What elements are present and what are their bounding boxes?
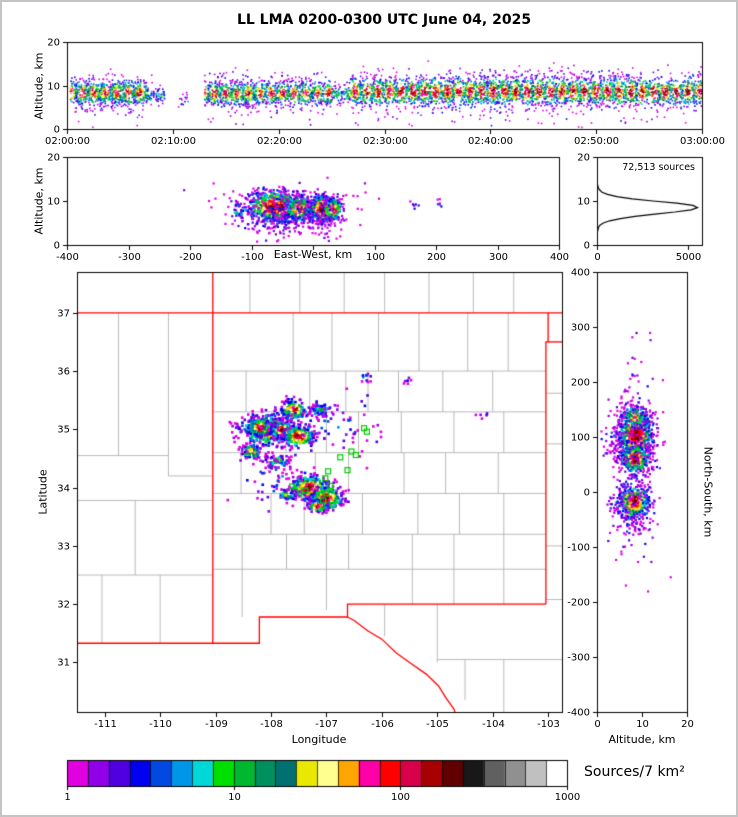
y-tick-label: 20 [47, 152, 60, 163]
x-tick-label: -100 [241, 252, 264, 263]
x-tick-label: 100 [365, 252, 386, 263]
y-tick-label: 10 [47, 81, 60, 92]
x-tick-label: -109 [205, 719, 228, 730]
x-tick-label: 02:20:00 [257, 136, 302, 147]
ew-panel-ylabel: Altitude, km [32, 167, 46, 235]
y-tick-label: 0 [583, 487, 590, 498]
y-tick-label: 37 [57, 308, 70, 319]
x-tick-label: -105 [426, 719, 449, 730]
y-tick-label: 10 [577, 196, 590, 207]
x-tick-label: 5000 [675, 252, 702, 263]
x-tick-label: -400 [56, 252, 79, 263]
colorbar-label: Sources/7 km² [584, 764, 685, 780]
y-tick-label: -300 [567, 652, 590, 663]
x-tick-label: 0 [594, 719, 601, 730]
y-tick-label: -400 [567, 707, 590, 718]
y-tick-label: 36 [57, 366, 70, 377]
colorbar-tick-label: 100 [390, 792, 411, 803]
x-tick-label: -200 [179, 252, 202, 263]
y-tick-label: 0 [583, 240, 590, 251]
y-tick-label: 34 [57, 483, 70, 494]
y-tick-label: 200 [570, 377, 590, 388]
x-tick-label: 300 [488, 252, 509, 263]
y-tick-label: 10 [47, 196, 60, 207]
figure-title: LL LMA 0200-0300 UTC June 04, 2025 [236, 12, 532, 28]
map-xlabel: Longitude [291, 733, 347, 746]
x-tick-label: 10 [636, 719, 649, 730]
y-tick-label: 33 [57, 541, 70, 552]
x-tick-label: 200 [426, 252, 447, 263]
x-tick-label: 02:10:00 [151, 136, 196, 147]
y-tick-label: 100 [570, 432, 590, 443]
y-tick-label: 31 [57, 657, 70, 668]
x-tick-label: -300 [118, 252, 141, 263]
y-tick-label: 0 [53, 240, 60, 251]
x-tick-label: 02:50:00 [574, 136, 619, 147]
x-tick-label: -103 [537, 719, 560, 730]
x-tick-label: 03:00:00 [680, 136, 725, 147]
y-tick-label: -100 [567, 542, 590, 553]
y-tick-label: -200 [567, 597, 590, 608]
ew-panel-xlabel: East-West, km [273, 248, 353, 261]
x-tick-label: 02:40:00 [468, 136, 513, 147]
map-ylabel: Latitude [36, 469, 50, 515]
y-tick-label: 300 [570, 322, 590, 333]
y-tick-label: 35 [57, 424, 70, 435]
x-tick-label: 02:00:00 [45, 136, 90, 147]
y-tick-label: 20 [47, 37, 60, 48]
x-tick-label: -104 [482, 719, 505, 730]
x-tick-label: -107 [315, 719, 338, 730]
x-tick-label: 0 [594, 252, 601, 263]
x-tick-label: -106 [371, 719, 394, 730]
y-tick-label: 400 [570, 267, 590, 278]
x-tick-label: 20 [681, 719, 694, 730]
colorbar-tick-label: 1 [64, 792, 71, 803]
y-tick-label: 0 [53, 124, 60, 135]
colorbar-tick-label: 1000 [554, 792, 581, 803]
colorbar-tick-label: 10 [228, 792, 241, 803]
x-tick-label: -110 [149, 719, 172, 730]
source-count-annotation: 72,513 sources [622, 162, 695, 173]
ns-panel-xlabel: Altitude, km [608, 733, 676, 746]
x-tick-label: 02:30:00 [363, 136, 408, 147]
x-tick-label: -111 [94, 719, 117, 730]
time-panel-ylabel: Altitude, km [32, 52, 46, 120]
x-tick-label: -108 [260, 719, 283, 730]
x-tick-label: 400 [549, 252, 570, 263]
ns-panel-ylabel: North-South, km [701, 446, 715, 538]
y-tick-label: 32 [57, 599, 70, 610]
y-tick-label: 20 [577, 152, 590, 163]
